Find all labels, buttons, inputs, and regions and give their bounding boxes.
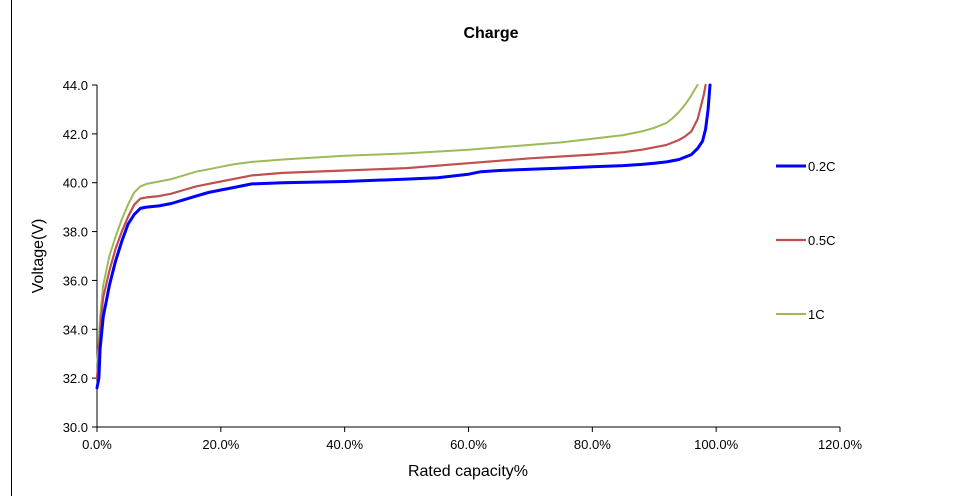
- y-tick-label: 34.0: [63, 322, 88, 337]
- y-tick-label: 32.0: [63, 371, 88, 386]
- y-tick-label: 40.0: [63, 176, 88, 191]
- series-line-0-2c: [95, 83, 712, 390]
- series-line-0-5c: [95, 83, 707, 380]
- y-tick-label: 42.0: [63, 127, 88, 142]
- x-axis-ticks: 0.0% 20.0% 40.0% 60.0% 80.0% 100.0% 120.0%: [82, 427, 862, 452]
- legend: 0.2C 0.5C 1C: [776, 159, 835, 322]
- x-tick-label: 80.0%: [574, 437, 611, 452]
- y-axis-ticks: 30.0 32.0 34.0 36.0 38.0 40.0 42.0 44.0: [63, 78, 97, 435]
- x-tick-label: 40.0%: [326, 437, 363, 452]
- x-tick-label: 0.0%: [82, 437, 112, 452]
- legend-label-1c: 1C: [808, 307, 825, 322]
- x-tick-label: 120.0%: [818, 437, 863, 452]
- series-line-1c: [96, 84, 699, 367]
- x-tick-label: 60.0%: [450, 437, 487, 452]
- x-axis-title: Rated capacity%: [408, 463, 528, 480]
- y-tick-label: 30.0: [63, 420, 88, 435]
- y-axis-title: Voltage(V): [30, 219, 47, 294]
- chart-title: Charge: [463, 25, 518, 42]
- legend-label-0-2c: 0.2C: [808, 159, 835, 174]
- y-tick-label: 38.0: [63, 225, 88, 240]
- y-tick-label: 36.0: [63, 273, 88, 288]
- x-tick-label: 100.0%: [694, 437, 739, 452]
- series-lines: [95, 83, 712, 390]
- x-tick-label: 20.0%: [202, 437, 239, 452]
- left-border-line: [11, 0, 12, 496]
- legend-label-0-5c: 0.5C: [808, 233, 835, 248]
- y-tick-label: 44.0: [63, 78, 88, 93]
